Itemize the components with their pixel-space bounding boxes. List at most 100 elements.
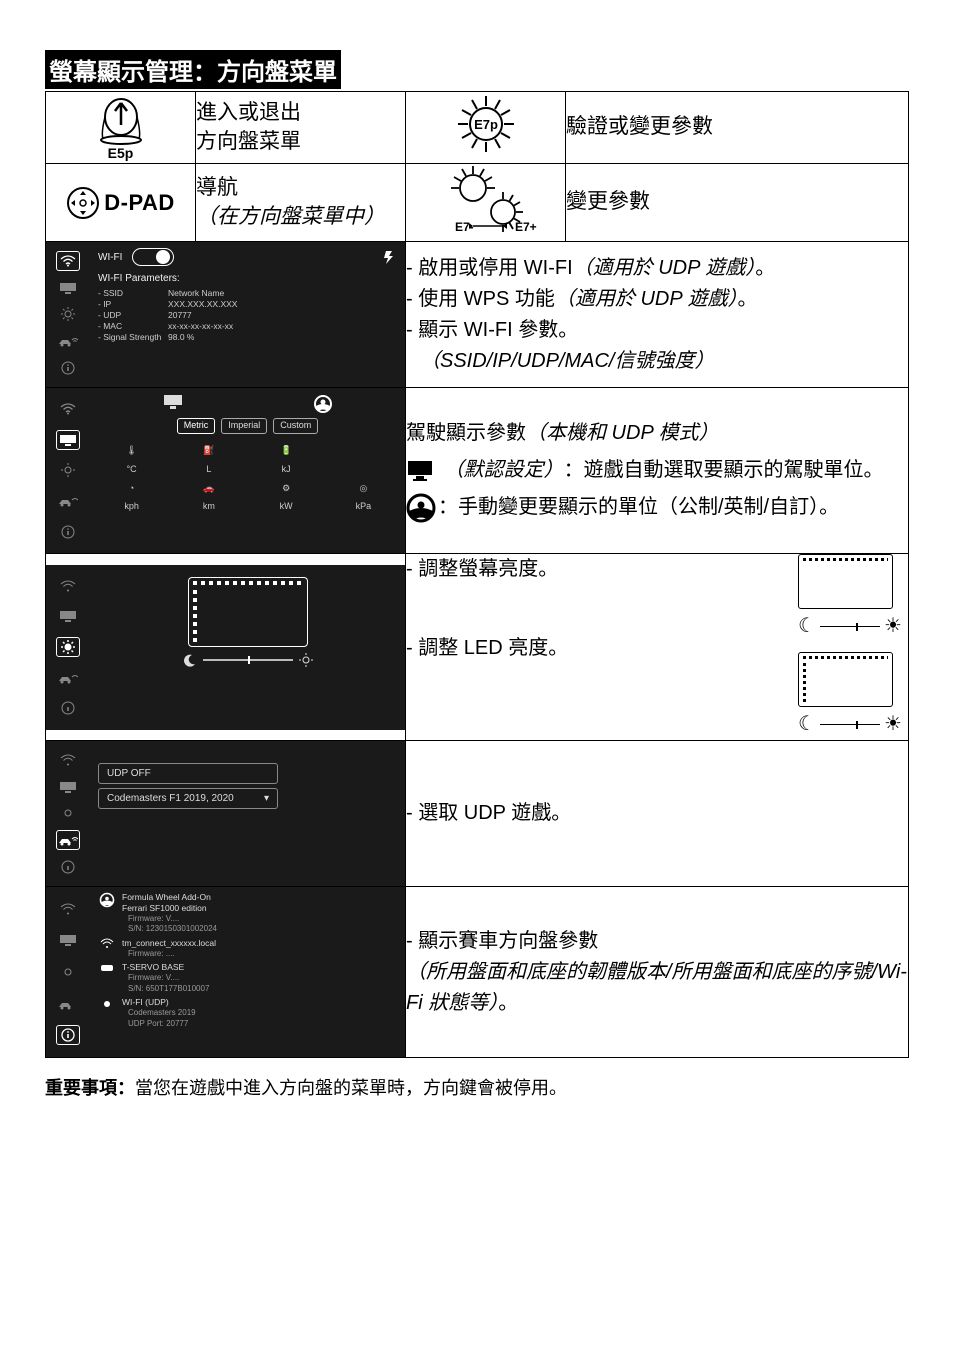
battery-icon: 🔋: [253, 442, 320, 460]
udp-game-option[interactable]: Codemasters F1 2019, 2020▾: [98, 788, 278, 809]
param-key: - MAC: [98, 321, 168, 332]
status-dot-icon: [98, 997, 116, 1013]
e7p-gear-icon: E7p: [448, 92, 524, 158]
info-icon: [56, 522, 80, 542]
unit-l: L: [175, 464, 242, 476]
dpad-label: D-PAD: [104, 190, 175, 216]
brightness-screen: [46, 565, 405, 730]
param-key: - Signal Strength: [98, 332, 168, 343]
gauge-icon: ◔: [98, 479, 165, 497]
e7pm-desc: 變更參數: [566, 164, 909, 242]
footer-label: 重要事項：: [45, 1078, 135, 1098]
monitor-icon: [56, 278, 80, 298]
row-udp: UDP OFF Codemasters F1 2019, 2020▾ - 選取 …: [46, 741, 909, 887]
info-desc: - 顯示賽車方向盤參數 （所用盤面和底座的韌體版本/所用盤面和底座的序號/Wi-…: [406, 887, 909, 1058]
sun-icon: [299, 653, 313, 667]
wifi-icon: [56, 576, 80, 596]
sidebar: [46, 887, 90, 1057]
wifi-toggle[interactable]: [132, 248, 174, 266]
param-val: 98.0 %: [168, 332, 194, 343]
header-row-2: D-PAD 導航 （在方向盤菜單中）: [46, 164, 909, 242]
wheel-icon: [406, 493, 436, 523]
unit-c: °C: [98, 464, 165, 476]
e7p-desc: 驗證或變更參數: [566, 92, 909, 164]
dpad-desc-l1: 導航: [196, 174, 405, 202]
info-sub: S/N: 650T177B010007: [122, 984, 397, 994]
car-wifi-icon: [56, 331, 80, 351]
wheel-icon[interactable]: [313, 394, 333, 414]
info-icon: [56, 358, 80, 378]
row-units: Metric Imperial Custom 🌡 ⛽ 🔋 °C L kJ ◔: [46, 388, 909, 554]
monitor-icon: [56, 606, 80, 626]
car-wifi-icon: [56, 491, 80, 511]
info-line: Ferrari SF1000 edition: [122, 903, 397, 914]
brightness-icon: [56, 460, 80, 480]
info-screen: Formula Wheel Add-On Ferrari SF1000 edit…: [46, 887, 405, 1057]
e7-plus-minus-icon: E7- E7+: [431, 164, 541, 236]
monitor-icon: [56, 930, 80, 950]
page-title: 螢幕顯示管理：方向盤菜單: [45, 50, 341, 89]
mini-osd: ☾☀ ☾☀: [798, 554, 908, 740]
info-icon: [56, 698, 80, 718]
custom-option[interactable]: Custom: [273, 418, 318, 434]
param-key: - SSID: [98, 288, 168, 299]
udp-desc: - 選取 UDP 遊戲。: [406, 741, 909, 887]
brightness-desc-l1: - 調整螢幕亮度。: [406, 554, 743, 585]
svg-text:E7+: E7+: [515, 220, 537, 234]
info-icon: [56, 857, 80, 877]
info-line: Formula Wheel Add-On: [122, 892, 397, 903]
info-sub: S/N: 1230150301002024: [122, 924, 397, 934]
info-line: T-SERVO BASE: [122, 962, 397, 973]
dpad-desc: 導航 （在方向盤菜單中）: [196, 164, 406, 242]
unit-kph: kph: [98, 501, 165, 513]
monitor-icon: [56, 777, 80, 797]
imperial-option[interactable]: Imperial: [221, 418, 267, 434]
metric-option[interactable]: Metric: [177, 418, 216, 434]
footer-note: 重要事項：當您在遊戲中進入方向盤的菜單時，方向鍵會被停用。: [45, 1074, 909, 1100]
fuel-icon: ⛽: [175, 442, 242, 460]
wifi-screen: WI-FI WI-FI Parameters: - SSIDNetwork Na…: [46, 242, 405, 387]
sidebar: [46, 741, 90, 886]
brightness-desc-l2: - 調整 LED 亮度。: [406, 633, 743, 664]
monitor-icon: [56, 430, 80, 450]
sidebar: [46, 242, 90, 387]
car-wifi-icon: [56, 994, 80, 1014]
wheel-icon: [98, 892, 116, 913]
brightness-icon: [56, 962, 80, 982]
thermometer-icon: 🌡: [98, 442, 165, 460]
info-sub: Codemasters 2019: [122, 1008, 397, 1018]
wifi-title: WI-FI: [98, 251, 122, 264]
brightness-icon: [56, 304, 80, 324]
info-sub: Firmware: ....: [122, 949, 397, 959]
wifi-icon: [56, 899, 80, 919]
unit-kj: kJ: [253, 464, 320, 476]
info-sub: Firmware: V....: [122, 914, 397, 924]
row-wifi: WI-FI WI-FI Parameters: - SSIDNetwork Na…: [46, 242, 909, 388]
row-info: Formula Wheel Add-On Ferrari SF1000 edit…: [46, 887, 909, 1058]
units-screen: Metric Imperial Custom 🌡 ⛽ 🔋 °C L kJ ◔: [46, 388, 405, 553]
wifi-icon: [56, 750, 80, 770]
main-table: E5p 進入或退出方向盤菜單 E7p: [45, 91, 909, 1058]
base-icon: [98, 962, 116, 978]
tire-icon: ◎: [330, 479, 397, 497]
row-brightness: - 調整螢幕亮度。 - 調整 LED 亮度。 ☾☀ ☾☀: [46, 554, 909, 741]
monitor-icon[interactable]: [162, 394, 184, 410]
car-wifi-icon: [56, 668, 80, 688]
param-key: - IP: [98, 299, 168, 310]
mini-screen-brightness: [798, 554, 893, 609]
dpad-icon-cell: D-PAD: [46, 164, 196, 242]
udp-off-option[interactable]: UDP OFF: [98, 763, 278, 784]
units-desc: 駕駛顯示參數（本機和 UDP 模式） （默認設定）：遊戲自動選取要顯示的駕駛單位…: [406, 388, 909, 554]
sidebar: [46, 388, 90, 553]
param-key: - UDP: [98, 310, 168, 321]
engine-icon: ⚙: [253, 479, 320, 497]
param-val: Network Name: [168, 288, 224, 299]
e5p-desc: 進入或退出方向盤菜單: [196, 92, 406, 164]
info-sub: Firmware: V....: [122, 973, 397, 983]
wifi-icon: [56, 399, 80, 419]
svg-text:E7p: E7p: [474, 117, 498, 132]
info-icon: [56, 1025, 80, 1045]
wps-icon[interactable]: [381, 249, 397, 265]
wifi-icon: [98, 938, 116, 954]
brightness-slider[interactable]: [98, 653, 397, 667]
